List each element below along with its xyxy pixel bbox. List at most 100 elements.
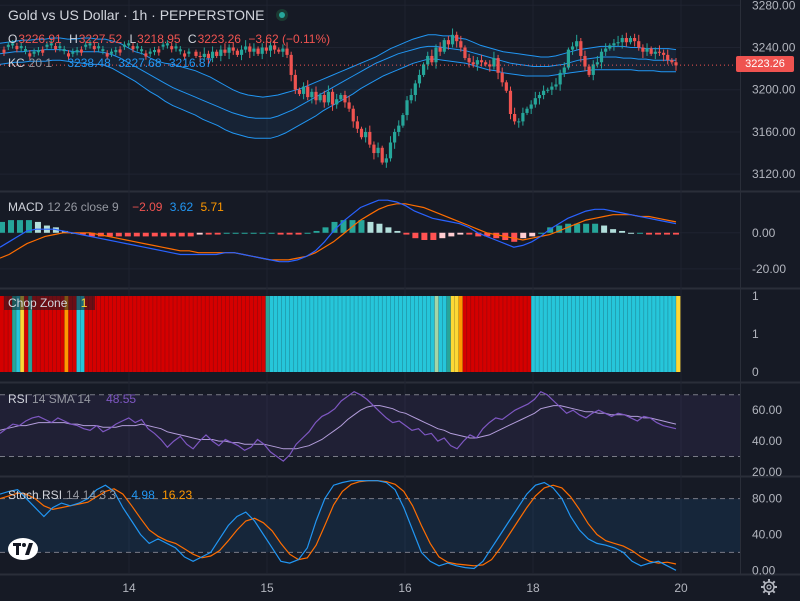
candle-body — [591, 64, 595, 75]
close-value: 3223.26 — [197, 32, 241, 46]
chop-zone-bar — [8, 296, 13, 372]
candle-body — [32, 51, 36, 54]
candle-body — [19, 46, 23, 49]
x-tick-label: 20 — [674, 581, 688, 595]
chop-zone-bar — [116, 296, 122, 372]
chop-zone-bar — [305, 296, 311, 372]
candle-body — [49, 43, 53, 46]
chop-zone-bar — [84, 296, 89, 372]
chop-zone-bar — [635, 296, 641, 372]
stoch-band-fill — [0, 498, 740, 553]
candle-body — [661, 52, 666, 55]
chop-zone-bar — [181, 296, 186, 372]
chop-zone-bar — [44, 296, 49, 372]
macd-histogram-bar — [448, 232, 455, 237]
y-tick-label: 40.00 — [752, 527, 782, 541]
candle-body — [484, 62, 488, 65]
candle-body — [314, 91, 318, 101]
chop-zone-bar — [209, 296, 214, 372]
candle-body — [351, 108, 355, 122]
candle-body — [426, 55, 430, 65]
chop-zone-bar — [233, 296, 238, 372]
chop-zone-bar — [639, 296, 645, 372]
macd-signal-value: 5.71 — [200, 200, 224, 214]
chop-zone-bar — [382, 296, 387, 372]
y-tick-label: 3160.00 — [752, 125, 796, 139]
chop-zone-bar — [374, 296, 379, 372]
candle-body — [231, 47, 235, 51]
macd-histogram-bar — [142, 232, 149, 237]
chop-zone-bar — [325, 296, 331, 372]
macd-histogram-bar — [394, 230, 401, 233]
candle-body — [438, 47, 442, 52]
candle-body — [339, 95, 343, 100]
chop-legend[interactable]: Chop Zone 1 — [4, 296, 96, 310]
chop-value: 1 — [80, 296, 88, 310]
chop-zone-bar — [132, 296, 138, 372]
macd-histogram-bar — [385, 227, 392, 233]
candle-body — [174, 46, 178, 49]
rsi-value: 48.55 — [106, 392, 137, 406]
chop-zone-bar — [346, 296, 351, 372]
macd-histogram-bar — [133, 232, 140, 237]
macd-histogram-bar — [466, 232, 473, 235]
candle-body — [566, 49, 571, 68]
candle-body — [244, 46, 248, 50]
y-tick-label: 3280.00 — [752, 0, 796, 12]
kc-legend[interactable]: KC 20 1 3238.48 3227.68 3216.87 — [8, 56, 213, 70]
candle-body — [628, 38, 633, 43]
macd-histogram-bar — [376, 223, 383, 233]
chop-zone-bar — [643, 296, 649, 372]
candle-body — [488, 64, 492, 67]
candle-body — [268, 45, 273, 51]
chop-zone-bar — [92, 296, 97, 372]
macd-histogram-bar — [565, 223, 572, 233]
ohlc-legend: O3226.91 H3227.52 L3218.95 C3223.26 −3.6… — [8, 32, 331, 46]
legend-main: Gold vs US Dollar · 1h · PEPPERSTONE — [8, 8, 292, 22]
chop-zone-bar — [156, 296, 162, 372]
candle-body — [579, 41, 583, 56]
chop-zone-bar — [490, 296, 496, 372]
candle-body — [641, 47, 645, 52]
chop-zone-bar — [378, 296, 383, 372]
chop-zone-bar — [140, 296, 146, 372]
chop-zone-bar — [20, 296, 25, 372]
candle-body — [15, 45, 19, 50]
chop-zone-bar — [350, 296, 355, 372]
candle-body — [256, 48, 260, 54]
y-tick-label: 60.00 — [752, 403, 782, 417]
macd-legend[interactable]: MACD 12 26 close 9 −2.09 3.62 5.71 — [8, 200, 224, 214]
rsi-legend[interactable]: RSI 14 SMA 14 48.55 — [8, 392, 137, 406]
chop-zone-bar — [470, 296, 476, 372]
settings-gear-icon[interactable] — [760, 578, 778, 596]
candle-body — [310, 91, 314, 98]
candle-body — [459, 41, 463, 48]
chop-zone-bar — [543, 296, 548, 372]
candle-body — [41, 49, 45, 53]
tradingview-logo-icon[interactable] — [8, 538, 38, 560]
chop-zone-bar — [76, 296, 81, 372]
symbol-title[interactable]: Gold vs US Dollar · 1h · PEPPERSTONE — [8, 7, 265, 23]
chop-zone-bar — [611, 296, 617, 372]
macd-histogram-bar — [538, 232, 545, 234]
candle-body — [529, 104, 533, 109]
y-tick-label: 20.00 — [752, 465, 782, 479]
candle-body — [368, 131, 372, 145]
chop-zone-bar — [651, 296, 657, 372]
chop-zone-bar — [104, 296, 110, 372]
macd-histogram-bar — [277, 232, 284, 235]
x-tick-label: 16 — [398, 581, 412, 595]
stoch-legend[interactable]: Stoch RSI 14 14 3 3 4.98 16.23 — [8, 488, 193, 502]
macd-histogram-bar — [79, 232, 86, 235]
macd-histogram-bar — [295, 232, 302, 235]
last-price-badge: 3223.26 — [736, 56, 794, 72]
chop-zone-bar — [414, 296, 419, 372]
candle-body — [326, 91, 331, 103]
chop-zone-bar — [478, 296, 484, 372]
chop-zone-bar — [426, 296, 431, 372]
candle-body — [599, 51, 604, 63]
low-value: 3218.95 — [137, 32, 181, 46]
candle-body — [467, 58, 471, 63]
candle-body — [301, 86, 306, 94]
